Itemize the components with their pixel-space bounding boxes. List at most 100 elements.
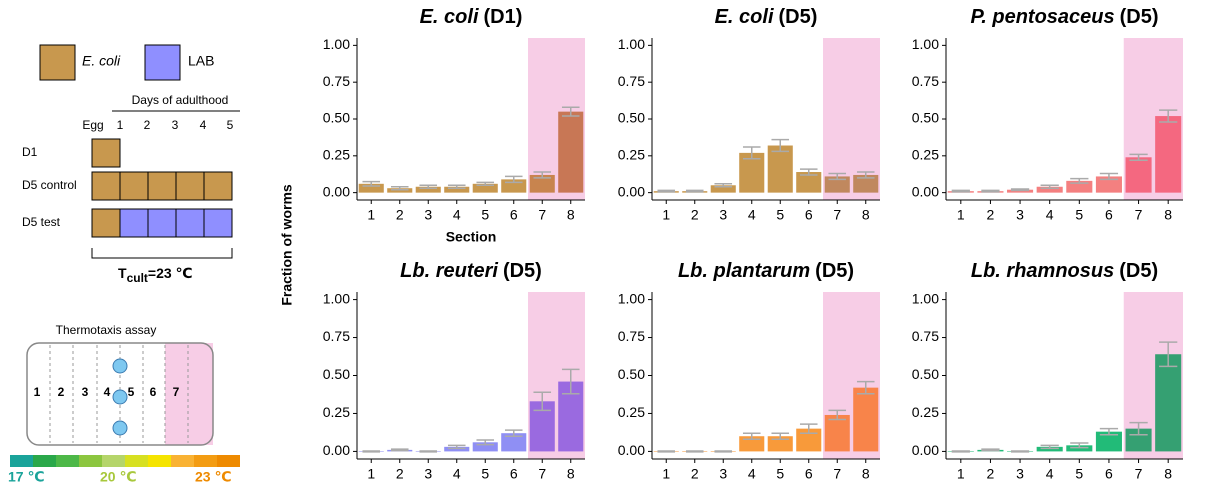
error-bar	[1099, 172, 1119, 181]
x-tick-label: 5	[776, 466, 784, 482]
bar	[853, 174, 879, 193]
plate-section: 7	[173, 385, 180, 399]
y-tick-label: 0.25	[323, 404, 350, 420]
plate-section: 6	[150, 385, 157, 399]
y-tick-label: 1.00	[618, 290, 645, 306]
scale-label: 17 ℃	[8, 469, 44, 485]
bar	[444, 446, 470, 452]
y-tick-label: 0.75	[912, 328, 939, 344]
y-tick-label: 0.50	[912, 366, 939, 382]
x-tick-label: 8	[567, 466, 575, 482]
y-tick-label: 0.25	[618, 147, 645, 163]
error-bar	[981, 189, 1000, 193]
timeline-label: 3	[172, 118, 179, 132]
schedule-box	[147, 208, 177, 238]
schedule-box	[91, 138, 121, 168]
x-tick-label: 3	[1016, 207, 1024, 223]
bar	[444, 186, 470, 193]
y-tick-label: 0.25	[912, 404, 939, 420]
x-tick-label: 5	[1075, 466, 1083, 482]
bar	[1066, 180, 1093, 193]
x-tick-label: 7	[538, 207, 546, 223]
plate-section: 3	[82, 385, 89, 399]
schedule-box	[203, 208, 233, 238]
error-bar	[714, 183, 733, 188]
timeline-label: 2	[144, 118, 151, 132]
error-bar	[1129, 153, 1148, 161]
bar	[710, 185, 736, 193]
temperature-scale	[10, 455, 240, 467]
bar	[796, 172, 822, 193]
bracket	[91, 248, 233, 259]
bar	[739, 436, 765, 452]
x-axis-label: Section	[446, 229, 497, 245]
error-bar	[476, 181, 495, 187]
row-label: D1	[22, 145, 38, 159]
error-bar	[742, 432, 761, 441]
error-bar	[657, 450, 676, 453]
bar	[1095, 176, 1122, 193]
error-bar	[390, 185, 409, 191]
title-suffix: (D5)	[815, 260, 854, 282]
x-tick-label: 8	[567, 207, 575, 223]
error-bar	[447, 184, 466, 189]
bar	[358, 183, 384, 193]
x-tick-label: 7	[1135, 207, 1143, 223]
y-tick-label: 0.50	[323, 110, 350, 126]
schedule-box	[175, 208, 205, 238]
x-tick-label: 7	[1135, 466, 1143, 482]
y-tick-label: 1.00	[323, 290, 350, 306]
schedule-box	[91, 171, 121, 201]
x-tick-label: 5	[481, 466, 489, 482]
worm-spot	[112, 389, 128, 405]
error-bar	[1129, 421, 1148, 436]
x-tick-label: 7	[538, 466, 546, 482]
error-bar	[799, 168, 818, 176]
bar	[1036, 186, 1063, 193]
x-tick-label: 3	[424, 207, 432, 223]
y-tick-label: 0.75	[618, 73, 645, 89]
x-tick-label: 5	[1075, 207, 1083, 223]
x-tick-label: 2	[691, 207, 699, 223]
error-bar	[981, 448, 1000, 452]
plate	[26, 342, 214, 446]
error-bar	[533, 171, 552, 179]
plate-warm-zone	[165, 343, 213, 445]
y-axis-label: Fraction of worms	[279, 184, 295, 306]
chart-title: E. coli (D1)	[420, 6, 523, 28]
error-bar	[476, 439, 495, 446]
y-tick-label: 0.00	[618, 183, 645, 199]
legend-swatch	[144, 44, 181, 81]
temperature-label: Tcult=23 ℃	[118, 265, 193, 285]
scale-label: 20 ℃	[100, 469, 136, 485]
bar	[853, 387, 879, 452]
y-tick-label: 0.25	[912, 147, 939, 163]
x-tick-label: 5	[776, 207, 784, 223]
chart-title: Lb. rhamnosus (D5)	[971, 260, 1158, 282]
error-bar	[419, 450, 438, 453]
row-label: D5 control	[22, 178, 77, 192]
x-tick-label: 1	[367, 207, 375, 223]
y-tick-label: 0.75	[323, 73, 350, 89]
title-suffix: (D1)	[484, 6, 523, 28]
title-organism: Lb. reuteri	[400, 260, 498, 282]
schedule-box	[119, 208, 149, 238]
x-tick-label: 4	[453, 207, 461, 223]
x-tick-label: 8	[862, 207, 870, 223]
error-bar	[533, 391, 552, 412]
error-bar	[1070, 442, 1089, 449]
error-bar	[390, 448, 409, 452]
x-tick-label: 4	[748, 207, 756, 223]
x-tick-label: 8	[862, 466, 870, 482]
y-tick-label: 0.25	[618, 404, 645, 420]
error-bar	[951, 189, 970, 193]
x-tick-label: 8	[1164, 466, 1172, 482]
chart-title: Lb. plantarum (D5)	[678, 260, 854, 282]
y-tick-label: 0.75	[323, 328, 350, 344]
x-tick-label: 1	[662, 466, 670, 482]
error-bar	[685, 189, 704, 193]
chart-title: E. coli (D5)	[715, 6, 818, 28]
x-tick-label: 2	[396, 207, 404, 223]
plate-section: 4	[104, 385, 111, 399]
